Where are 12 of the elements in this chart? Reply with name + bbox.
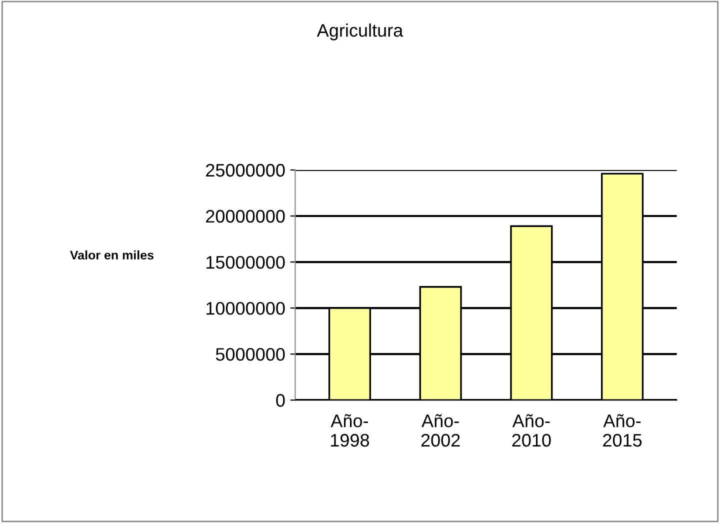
y-tick-label: 15000000 [206, 256, 285, 269]
x-tick-label: Año- 2002 [421, 414, 460, 447]
y-tick-label: 10000000 [206, 302, 285, 315]
y-axis-title: Valor en miles [70, 250, 154, 260]
x-tick-label: Año- 2015 [603, 414, 642, 447]
x-tick-label: Año- 2010 [512, 414, 551, 447]
y-tick-label: 5000000 [216, 348, 285, 361]
chart-title: Agricultura [316, 24, 404, 40]
y-tick-label: 0 [276, 394, 285, 407]
x-tick-label: Año- 1998 [330, 414, 370, 447]
y-tick-label: 25000000 [206, 164, 285, 177]
y-tick-label: 20000000 [206, 210, 285, 223]
